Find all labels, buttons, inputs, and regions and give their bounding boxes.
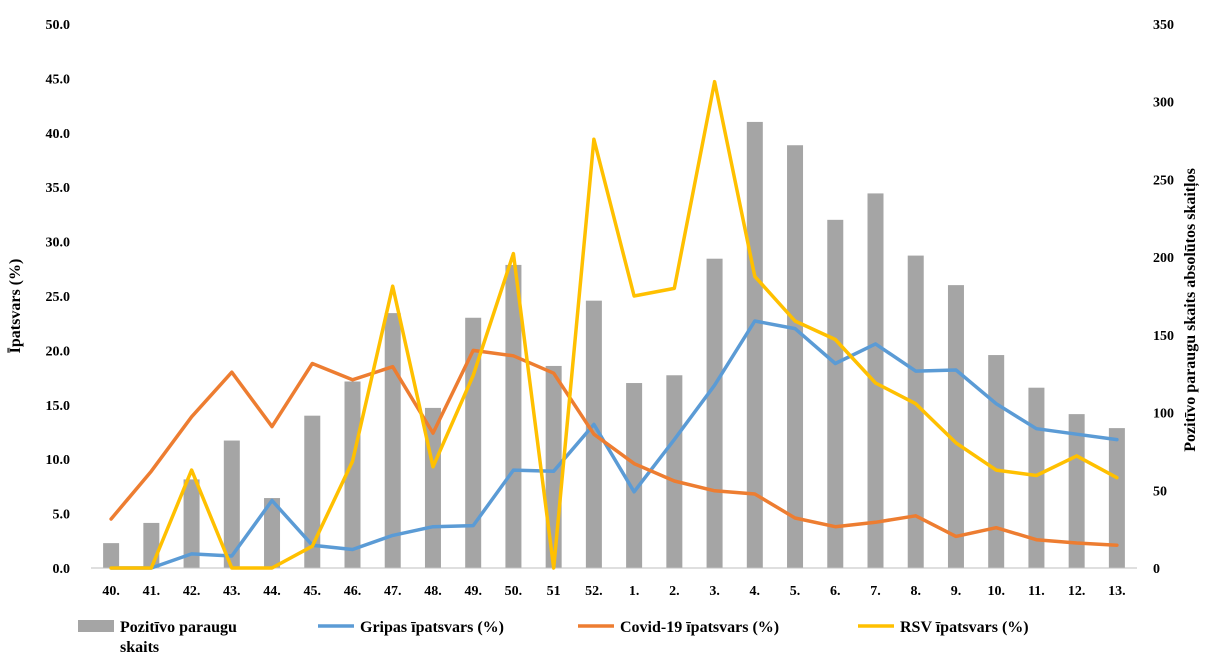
x-tick-label: 44. — [263, 584, 281, 599]
bar — [143, 522, 160, 568]
bar — [947, 285, 964, 568]
series-line — [109, 319, 1119, 570]
y2-tick-label: 300 — [1153, 96, 1174, 111]
x-tick-label: 6. — [830, 584, 841, 599]
legend-item: Pozitīvo paraugu skaits — [78, 619, 237, 655]
y-tick-label: 50.0 — [46, 18, 71, 33]
x-tick-label: 8. — [910, 584, 921, 599]
y-tick-label: 5.0 — [53, 508, 71, 523]
y-tick-label: 10.0 — [46, 453, 71, 468]
x-tick-label: 52. — [585, 584, 603, 599]
y-axis-left-ticks: 0.0 5.0 10.0 15.0 20.0 25.0 30.0 35.0 40.0 45.0 50… — [46, 18, 71, 577]
y-tick-label: 35.0 — [46, 181, 71, 196]
bar — [223, 440, 240, 568]
bar — [787, 145, 804, 568]
y2-tick-label: 200 — [1153, 251, 1174, 266]
x-tick-label: 42. — [183, 584, 201, 599]
y-axis-right-ticks: 0 50 100 150 200 250 300 350 — [1153, 18, 1174, 577]
y-tick-label: 45.0 — [46, 72, 71, 87]
x-tick-label: 11. — [1028, 584, 1045, 599]
y2-tick-label: 50 — [1153, 484, 1167, 499]
bar — [1068, 414, 1085, 568]
legend-label: Pozitīvo paraugu — [120, 619, 237, 636]
x-tick-label: 47. — [384, 584, 402, 599]
legend-label: Covid-19 īpatsvars (%) — [620, 619, 779, 636]
y-axis-right-title: Pozitīvo paraugu skaits absolūtos skaitļ… — [1182, 168, 1200, 452]
y-tick-label: 0.0 — [53, 562, 71, 577]
x-tick-label: 13. — [1108, 584, 1126, 599]
x-tick-label: 50. — [505, 584, 523, 599]
bar — [304, 415, 321, 568]
x-tick-label: 43. — [223, 584, 241, 599]
x-tick-label: 4. — [750, 584, 761, 599]
x-tick-label: 9. — [951, 584, 962, 599]
bar — [183, 479, 200, 568]
x-tick-label: 51 — [547, 584, 561, 599]
bar — [384, 313, 401, 568]
bar — [344, 381, 361, 568]
bar — [907, 255, 924, 569]
bar — [103, 543, 120, 568]
bar — [988, 355, 1005, 568]
y2-tick-label: 0 — [1153, 562, 1160, 577]
y2-tick-label: 350 — [1153, 18, 1174, 33]
x-tick-label: 5. — [790, 584, 801, 599]
y2-tick-label: 250 — [1153, 173, 1174, 188]
legend-label: Gripas īpatsvars (%) — [360, 619, 504, 636]
y2-tick-label: 100 — [1153, 407, 1174, 422]
bar — [666, 375, 683, 568]
bar — [626, 383, 643, 568]
y-tick-label: 40.0 — [46, 127, 71, 142]
x-tick-label: 2. — [669, 584, 680, 599]
x-tick-label: 49. — [464, 584, 482, 599]
bar — [1028, 387, 1045, 568]
x-tick-label: 3. — [709, 584, 720, 599]
bar — [505, 264, 522, 568]
x-tick-label: 48. — [424, 584, 442, 599]
legend-item: RSV īpatsvars (%) — [858, 619, 1029, 636]
y2-tick-label: 150 — [1153, 329, 1174, 344]
x-tick-label: 46. — [344, 584, 362, 599]
bar — [1108, 428, 1125, 568]
y-tick-label: 30.0 — [46, 236, 71, 251]
x-tick-label: 40. — [102, 584, 120, 599]
x-tick-label: 45. — [304, 584, 322, 599]
x-tick-label: 7. — [870, 584, 881, 599]
x-axis-ticks: 40. 41. 42. 43. 44. 45. 46. 47. 48. 49. 50. 51 52. 1.… — [102, 584, 1125, 599]
x-tick-label: 41. — [143, 584, 161, 599]
legend-label: skaits — [120, 639, 159, 655]
bar — [706, 258, 723, 568]
bars-layer — [103, 121, 1125, 569]
legend: Pozitīvo paraugu skaits Gripas īpatsvars (… — [78, 619, 1029, 655]
bar — [746, 121, 763, 569]
series-line — [109, 348, 1119, 547]
x-tick-label: 1. — [629, 584, 640, 599]
x-tick-label: 12. — [1068, 584, 1086, 599]
y-tick-label: 15.0 — [46, 399, 71, 414]
y-tick-label: 20.0 — [46, 344, 71, 359]
legend-item: Covid-19 īpatsvars (%) — [578, 619, 779, 636]
legend-item: Gripas īpatsvars (%) — [318, 619, 504, 636]
y-axis-left-title: Īpatsvars (%) — [6, 259, 24, 354]
legend-swatch — [78, 620, 114, 632]
lines-layer — [109, 79, 1119, 570]
bar — [264, 498, 281, 568]
x-tick-label: 10. — [987, 584, 1005, 599]
legend-label: RSV īpatsvars (%) — [900, 619, 1029, 636]
y-tick-label: 25.0 — [46, 290, 71, 305]
series-line — [109, 79, 1119, 570]
bar — [827, 219, 844, 568]
